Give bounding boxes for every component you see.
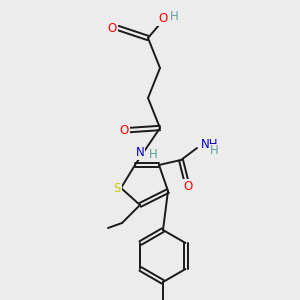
Text: O: O <box>119 124 129 136</box>
Text: O: O <box>107 22 117 34</box>
Text: H: H <box>148 148 158 160</box>
Text: H: H <box>210 145 218 158</box>
Text: H: H <box>170 10 179 22</box>
Text: S: S <box>113 182 121 196</box>
Text: O: O <box>158 13 168 26</box>
Text: O: O <box>183 179 193 193</box>
Text: N: N <box>136 146 144 160</box>
Text: NH: NH <box>201 139 218 152</box>
